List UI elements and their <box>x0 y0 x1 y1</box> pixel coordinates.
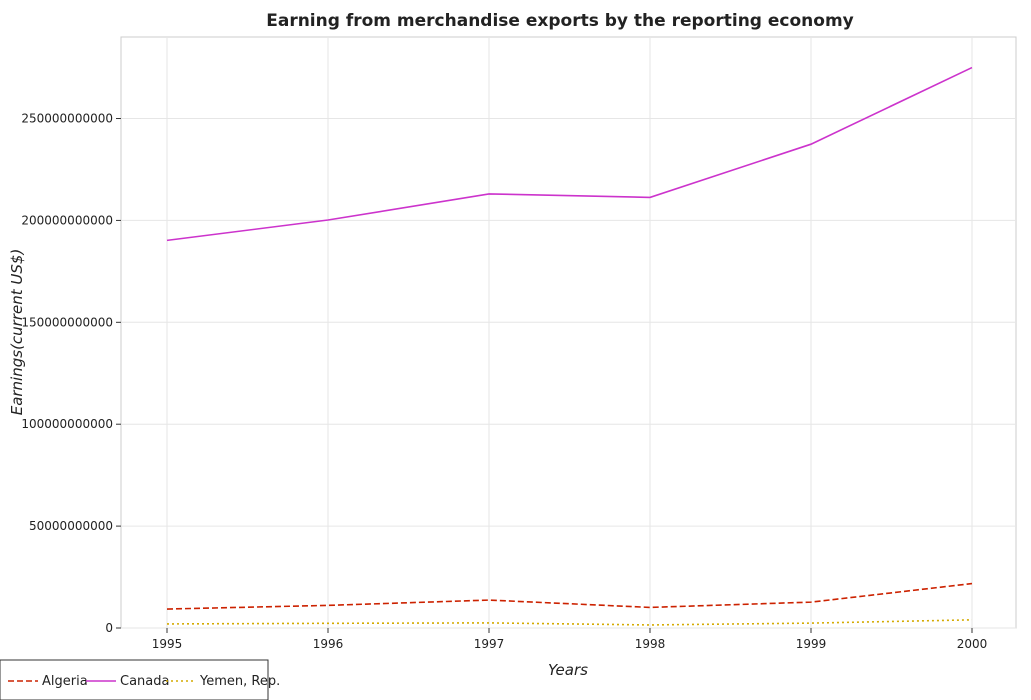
y-tick-label: 250000000000 <box>21 112 113 126</box>
y-tick-label: 50000000000 <box>29 519 113 533</box>
y-axis: 0 50000000000 100000000000 150000000000 2000… <box>21 112 121 635</box>
y-tick-label: 100000000000 <box>21 417 113 431</box>
y-tick-label: 200000000000 <box>21 213 113 227</box>
x-tick-label: 1996 <box>313 637 344 651</box>
x-tick-label: 1999 <box>796 637 827 651</box>
plot-area <box>120 36 1017 629</box>
grid <box>121 37 1016 629</box>
legend-label: Canada <box>120 674 169 689</box>
y-axis-label: Earnings(current US$) <box>8 249 26 416</box>
x-tick-label: 1997 <box>474 637 505 651</box>
y-tick-label: 150000000000 <box>21 315 113 329</box>
x-tick-label: 1998 <box>635 637 666 651</box>
series-line-yemen-rep <box>166 619 973 626</box>
chart-title: Earning from merchandise exports by the … <box>266 11 854 31</box>
series-line-canada <box>166 66 973 242</box>
y-tick-label: 0 <box>105 621 113 635</box>
legend-label: Yemen, Rep. <box>199 674 280 689</box>
series-line-algeria <box>166 582 973 610</box>
x-tick-label: 2000 <box>957 637 988 651</box>
legend-box <box>0 659 269 700</box>
series-layer <box>166 66 973 626</box>
legend: Algeria Canada Yemen, Rep. <box>0 659 280 700</box>
x-tick-label: 1995 <box>152 637 183 651</box>
x-axis: 1995 1996 1997 1998 1999 2000 <box>152 628 988 651</box>
x-axis-label: Years <box>548 661 588 679</box>
legend-label: Algeria <box>42 674 88 689</box>
plot-background <box>120 36 1017 629</box>
